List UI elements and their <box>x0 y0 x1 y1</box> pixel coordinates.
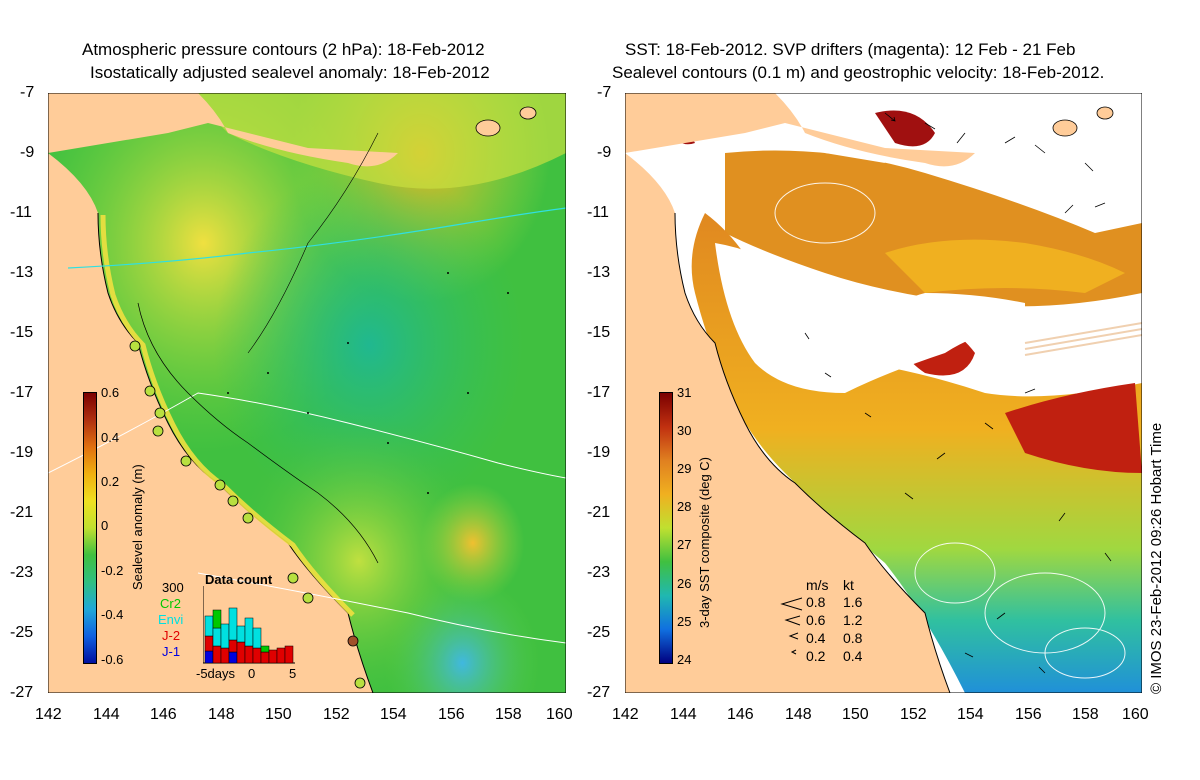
right-ytick: -25 <box>587 624 611 641</box>
left-ytick: -21 <box>10 504 34 521</box>
right-xtick: 150 <box>842 706 869 723</box>
left-ytick: -7 <box>20 84 35 101</box>
data-count-xtick: -5days <box>196 666 236 681</box>
right-xtick: 152 <box>900 706 927 723</box>
left-xtick: 152 <box>323 706 350 723</box>
data-count-legend-envi: Envi <box>158 612 184 627</box>
left-xtick: 154 <box>380 706 407 723</box>
right-map <box>625 93 1142 693</box>
velocity-legend-ms-header: m/s <box>806 577 829 593</box>
velocity-legend-ms: 0.2 <box>806 648 826 664</box>
left-xtick: 144 <box>93 706 120 723</box>
left-title-line2: Isostatically adjusted sealevel anomaly:… <box>90 63 490 82</box>
right-ytick: -11 <box>587 204 609 221</box>
left-xtick: 148 <box>208 706 235 723</box>
right-colorbar-tick: 28 <box>677 499 692 514</box>
right-xtick: 146 <box>727 706 754 723</box>
data-count-legend-cr2: Cr2 <box>160 596 181 611</box>
right-ytick: -21 <box>587 504 611 521</box>
left-xtick: 146 <box>150 706 177 723</box>
right-colorbar-tick: 24 <box>677 652 692 667</box>
right-colorbar-label: 3-day SST composite (deg C) <box>697 457 712 628</box>
velocity-legend-ms: 0.4 <box>806 630 826 646</box>
left-xtick: 160 <box>546 706 573 723</box>
left-map <box>48 93 566 693</box>
right-colorbar-tick: 26 <box>677 576 692 591</box>
right-ytick: -7 <box>597 84 612 101</box>
right-ytick: -19 <box>587 444 611 461</box>
data-count-xtick: 5 <box>289 666 297 681</box>
data-count-legend-j1: J-1 <box>162 644 181 659</box>
left-colorbar-tick: 0.4 <box>101 430 120 445</box>
right-title-line1: SST: 18-Feb-2012. SVP drifters (magenta)… <box>625 40 1076 59</box>
left-xtick: 158 <box>495 706 522 723</box>
right-xtick: 144 <box>670 706 697 723</box>
right-xtick: 154 <box>957 706 984 723</box>
left-ytick: -9 <box>20 144 35 161</box>
right-colorbar-tick: 25 <box>677 614 692 629</box>
left-ytick: -25 <box>10 624 34 641</box>
left-ytick: -27 <box>10 684 34 701</box>
velocity-legend-kt: 1.6 <box>843 594 863 610</box>
left-colorbar-tick: 0.2 <box>101 474 120 489</box>
right-ytick: -23 <box>587 564 611 581</box>
data-count-xtick: 0 <box>248 666 256 681</box>
right-xtick: 160 <box>1122 706 1149 723</box>
right-xtick: 148 <box>785 706 812 723</box>
left-ytick: -13 <box>10 264 34 281</box>
data-count-chart <box>203 586 295 664</box>
left-ytick: -19 <box>10 444 34 461</box>
right-colorbar-tick: 31 <box>677 385 692 400</box>
data-count-title: Data count <box>205 572 273 587</box>
velocity-legend-ms: 0.6 <box>806 612 826 628</box>
right-colorbar-tick: 27 <box>677 537 692 552</box>
velocity-legend-kt: 1.2 <box>843 612 863 628</box>
right-ytick: -17 <box>587 384 611 401</box>
right-xtick: 158 <box>1072 706 1099 723</box>
right-colorbar <box>659 392 673 664</box>
left-xtick: 156 <box>438 706 465 723</box>
left-colorbar-tick: 0 <box>101 518 109 533</box>
velocity-legend-ms: 0.8 <box>806 594 826 610</box>
left-colorbar-tick: -0.6 <box>101 652 124 667</box>
velocity-legend-arrows <box>780 597 803 655</box>
right-ytick: -15 <box>587 324 611 341</box>
right-xtick: 156 <box>1015 706 1042 723</box>
velocity-legend-kt-header: kt <box>843 577 854 593</box>
left-xtick: 142 <box>35 706 62 723</box>
left-colorbar-tick: -0.4 <box>101 607 124 622</box>
right-ytick: -9 <box>597 144 612 161</box>
left-colorbar-tick: 0.6 <box>101 385 120 400</box>
left-colorbar-tick: -0.2 <box>101 563 124 578</box>
copyright-text: © IMOS 23-Feb-2012 09:26 Hobart Time <box>1148 422 1165 694</box>
data-count-legend-j2: J-2 <box>162 628 181 643</box>
left-ytick: -23 <box>10 564 34 581</box>
right-ytick: -27 <box>587 684 611 701</box>
left-ytick: -15 <box>10 324 34 341</box>
right-ytick: -13 <box>587 264 611 281</box>
velocity-legend-kt: 0.4 <box>843 648 863 664</box>
left-xtick: 150 <box>265 706 292 723</box>
data-count-max: 300 <box>162 580 184 595</box>
right-colorbar-tick: 30 <box>677 423 692 438</box>
left-colorbar <box>83 392 97 664</box>
left-ytick: -17 <box>10 384 34 401</box>
right-title-line2: Sealevel contours (0.1 m) and geostrophi… <box>612 63 1105 82</box>
left-colorbar-label: Sealevel anomaly (m) <box>130 464 145 590</box>
velocity-legend-kt: 0.8 <box>843 630 863 646</box>
right-colorbar-tick: 29 <box>677 461 692 476</box>
left-title-line1: Atmospheric pressure contours (2 hPa): 1… <box>82 40 485 59</box>
left-ytick: -11 <box>10 204 32 221</box>
right-xtick: 142 <box>612 706 639 723</box>
